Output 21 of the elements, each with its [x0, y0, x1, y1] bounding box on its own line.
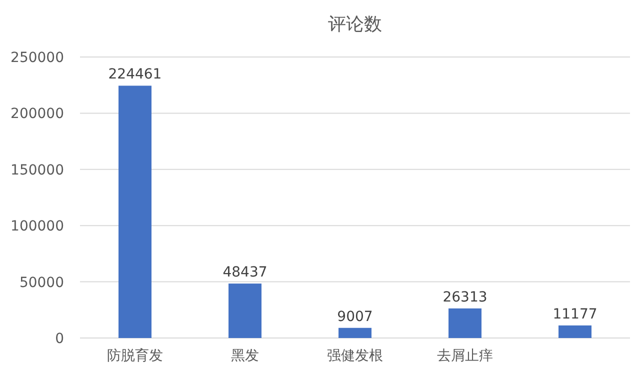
y-tick-label: 150000 — [10, 162, 64, 178]
bar — [338, 328, 372, 338]
bar — [558, 325, 592, 338]
data-label: 224461 — [108, 66, 162, 83]
data-label: 26313 — [442, 289, 488, 306]
chart-title: 评论数 — [328, 14, 382, 35]
bar — [448, 308, 482, 338]
bar — [228, 284, 262, 338]
y-tick-label: 100000 — [10, 218, 64, 235]
data-label: 48437 — [222, 264, 268, 281]
y-tick-label: 200000 — [10, 106, 64, 122]
y-tick-label: 50000 — [19, 274, 64, 291]
bar — [118, 86, 152, 338]
x-tick-label: 防脱育发 — [107, 347, 163, 364]
x-tick-label: 去屑止痒 — [437, 348, 493, 364]
y-tick-label: 250000 — [10, 50, 64, 66]
data-label: 9007 — [337, 308, 373, 325]
x-tick-label: 黑发 — [231, 348, 259, 364]
y-tick-label: 0 — [55, 331, 64, 347]
data-label: 11177 — [552, 306, 598, 322]
x-tick-label: 强健发根 — [327, 348, 383, 364]
